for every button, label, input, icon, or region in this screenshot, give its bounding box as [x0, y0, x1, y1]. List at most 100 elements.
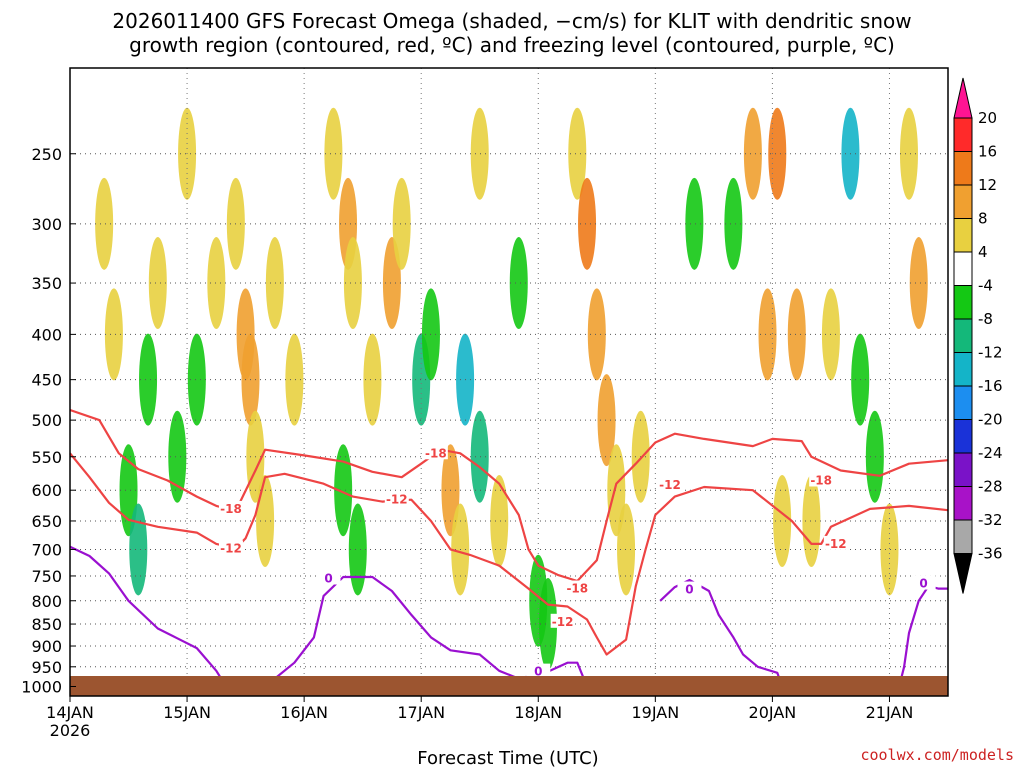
colorbar-swatch-2 — [953, 151, 973, 186]
colorbar-label-4: 4 — [978, 243, 988, 261]
colorbar-label--24: -24 — [978, 444, 1003, 462]
colorbar-label--28: -28 — [978, 478, 1003, 496]
contour-0b — [264, 575, 589, 688]
omega-cell-41 — [617, 503, 636, 596]
contour-label-11: 0 — [685, 583, 693, 597]
colorbar-swatch-8 — [953, 352, 973, 387]
contour-label-8: -12 — [825, 537, 847, 551]
y-tick-label-800: 800 — [31, 592, 62, 611]
colorbar-bottom-arrow — [953, 553, 973, 594]
colorbar-swatch-7 — [953, 318, 973, 353]
colorbar-label-20: 20 — [978, 109, 997, 127]
x-year-label: 2026 — [50, 721, 91, 740]
omega-cell-55 — [880, 503, 899, 596]
omega-cell-1 — [104, 288, 123, 381]
omega-cell-21 — [348, 503, 367, 596]
omega-cell-15 — [265, 237, 284, 330]
contour-label-2: -18 — [425, 446, 447, 460]
y-tick-label-550: 550 — [31, 448, 62, 467]
colorbar-label--32: -32 — [978, 511, 1003, 529]
colorbar-swatch-11 — [953, 452, 973, 487]
contour-label-bg-5 — [550, 613, 575, 628]
omega-cell-20 — [334, 444, 353, 537]
omega-cell-32 — [490, 474, 509, 567]
omega-cell-54 — [865, 410, 884, 503]
credit-text: coolwx.com/models — [860, 746, 1014, 764]
omega-cell-47 — [768, 107, 787, 200]
colorbar-label--36: -36 — [978, 545, 1003, 563]
y-tick-label-850: 850 — [31, 615, 62, 634]
contour-0c — [659, 578, 784, 687]
x-axis-label: Forecast Time (UTC) — [417, 748, 598, 768]
contour-label-4: -18 — [566, 582, 588, 596]
plot-frame — [69, 67, 949, 697]
x-tick-label-17JAN: 17JAN — [397, 703, 445, 722]
y-tick-label-300: 300 — [31, 215, 62, 234]
contour-label-10: 0 — [534, 665, 542, 679]
omega-cell-38 — [587, 288, 606, 381]
x-tick-label-20JAN: 20JAN — [749, 703, 797, 722]
contour-label-3: -12 — [386, 493, 408, 507]
x-tick-label-19JAN: 19JAN — [631, 703, 679, 722]
contour-label-bg-3 — [384, 491, 409, 506]
contour-label-bg-9 — [316, 570, 341, 585]
omega-cell-0 — [95, 177, 114, 270]
omega-cell-19 — [343, 237, 362, 330]
colorbar-label--8: -8 — [978, 310, 993, 328]
title: 2026011400 GFS Forecast Omega (shaded, −… — [112, 9, 911, 57]
contour-label-13: 0 — [919, 577, 927, 591]
colorbar-label--20: -20 — [978, 411, 1003, 429]
colorbar-label-12: 12 — [978, 176, 997, 194]
x-tick-label-15JAN: 15JAN — [163, 703, 211, 722]
x-tick-label-14JAN: 14JAN — [46, 703, 94, 722]
colorbar-swatch-13 — [953, 519, 973, 554]
title-line-1: 2026011400 GFS Forecast Omega (shaded, −… — [112, 9, 911, 33]
omega-cell-39 — [597, 374, 616, 467]
title-line-2: growth region (contoured, red, ºC) and f… — [129, 33, 895, 57]
colorbar-swatch-9 — [953, 385, 973, 420]
omega-cell-48 — [773, 474, 792, 567]
colorbar-swatch-6 — [953, 285, 973, 320]
omega-cell-37 — [578, 177, 597, 270]
y-tick-label-250: 250 — [31, 145, 62, 164]
contours: -18-12-18-12-18-12-12-18-1200000 — [69, 408, 949, 690]
x-axis: 14JAN 15JAN 16JAN 17JAN 18JAN 19JAN 20JAN 21JAN — [46, 696, 913, 722]
omega-cell-31 — [470, 107, 489, 200]
contour-label-bg-4 — [565, 580, 590, 595]
omega-cell-57 — [909, 237, 928, 330]
contour-label-5: -12 — [552, 615, 574, 629]
contour-label-bg-13 — [911, 575, 936, 590]
y-tick-label-750: 750 — [31, 567, 62, 586]
contour-label-9: 0 — [324, 572, 332, 586]
y-tick-label-400: 400 — [31, 325, 62, 344]
y-axis: 250 300 350 400 450 500 550 600 650 700 750 800 850 9… — [21, 145, 76, 697]
y-tick-label-900: 900 — [31, 637, 62, 656]
y-tick-label-350: 350 — [31, 274, 62, 293]
colorbar-swatch-4 — [953, 218, 973, 253]
omega-cell-33 — [509, 237, 528, 330]
omega-cell-46 — [758, 288, 777, 381]
y-tick-label-700: 700 — [31, 540, 62, 559]
colorbar-swatch-12 — [953, 486, 973, 521]
omega-cell-24 — [392, 177, 411, 270]
contour-0 — [69, 545, 228, 688]
contour-label-bg-8 — [823, 535, 848, 550]
omega-cell-56 — [899, 107, 918, 200]
omega-cell-45 — [743, 107, 762, 200]
contour-label-bg-2 — [423, 445, 448, 460]
colorbar-label--16: -16 — [978, 377, 1003, 395]
colorbar-label--12: -12 — [978, 344, 1003, 362]
omega-cell-8 — [187, 333, 206, 426]
colorbar: 20 16 12 8 4 -4 -8 -12 -16 -20 -24 -28 -32 -36 — [953, 77, 1003, 594]
omega-cell-6 — [168, 410, 187, 503]
omega-shading — [95, 107, 928, 671]
omega-cell-17 — [324, 107, 343, 200]
y-tick-label-600: 600 — [31, 481, 62, 500]
y-tick-label-950: 950 — [31, 658, 62, 677]
colorbar-label-8: 8 — [978, 210, 988, 228]
x-tick-label-18JAN: 18JAN — [514, 703, 562, 722]
contour-label-bg-11 — [677, 581, 702, 596]
x-tick-label-16JAN: 16JAN — [280, 703, 328, 722]
contour-label-bg-6 — [657, 477, 682, 492]
colorbar-top-arrow — [953, 77, 973, 119]
